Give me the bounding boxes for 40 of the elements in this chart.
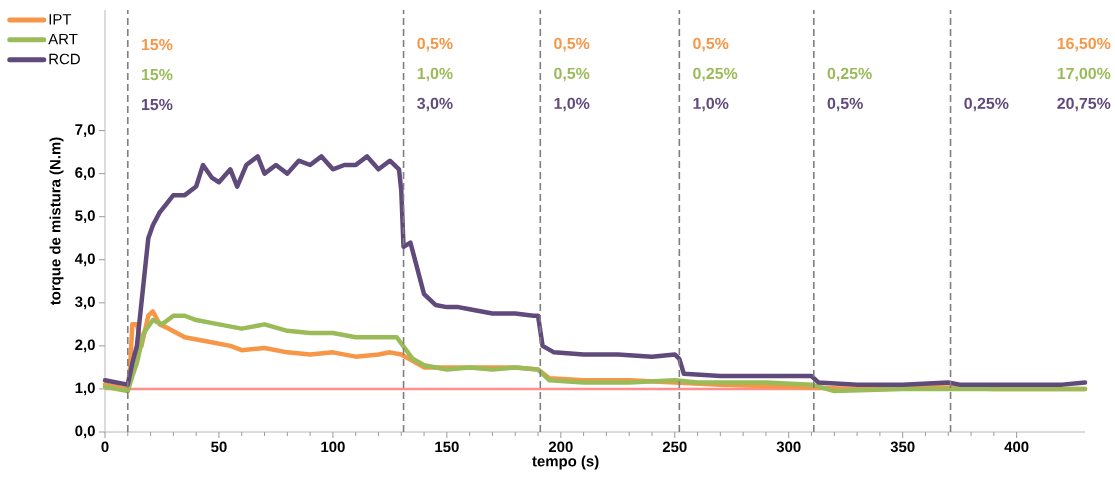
- annotation: 1,0%: [417, 67, 453, 82]
- x-tick-label: 350: [890, 441, 915, 453]
- annotation: 15%: [141, 98, 173, 111]
- y-tick-label: 7,0: [75, 124, 95, 137]
- y-tick-label: 2,0: [75, 339, 95, 353]
- y-tick-label: 1,0: [75, 382, 95, 396]
- x-tick-label: 100: [321, 441, 345, 453]
- annotation: 0,25%: [964, 97, 1009, 112]
- annotation: 0,5%: [827, 97, 863, 112]
- annotation: 0,5%: [417, 37, 453, 52]
- x-tick-label: 0: [101, 441, 109, 453]
- annotation: 0,5%: [554, 37, 590, 52]
- annotation: 1,0%: [554, 97, 590, 112]
- legend-label: RCD: [49, 53, 80, 65]
- annotation: 20,75%: [1057, 97, 1111, 112]
- annotation: 15%: [141, 68, 173, 81]
- annotation: 0,5%: [554, 67, 590, 82]
- y-axis-title: torque de mistura (N.m): [49, 137, 64, 306]
- x-tick-label: 300: [776, 441, 801, 453]
- x-tick-label: 400: [1004, 441, 1029, 453]
- legend-label: IPT: [49, 14, 72, 25]
- annotation: 0,25%: [693, 67, 738, 82]
- y-tick-label: 4,0: [74, 253, 95, 267]
- x-tick-label: 200: [548, 441, 573, 453]
- annotation: 0,25%: [827, 67, 872, 82]
- x-tick-label: 150: [435, 441, 459, 453]
- annotation: 0,5%: [693, 37, 729, 52]
- y-tick-label: 5,0: [75, 210, 95, 224]
- annotation: 17,00%: [1057, 67, 1111, 82]
- legend-label: ART: [48, 33, 78, 45]
- annotation: 16,50%: [1057, 37, 1111, 52]
- annotation: 1,0%: [693, 97, 729, 112]
- x-tick-label: 250: [662, 441, 687, 453]
- annotation: 15%: [141, 38, 173, 51]
- y-tick-label: 6,0: [75, 167, 95, 181]
- y-tick-label: 0,0: [75, 425, 95, 439]
- annotation: 3,0%: [417, 97, 453, 112]
- x-axis-title: tempo (s): [532, 455, 599, 470]
- y-tick-label: 3,0: [75, 296, 95, 310]
- x-tick-label: 50: [211, 441, 227, 453]
